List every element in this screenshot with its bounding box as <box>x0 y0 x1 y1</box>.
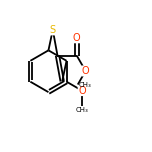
Text: O: O <box>73 33 81 43</box>
Text: S: S <box>50 25 56 35</box>
Text: O: O <box>82 66 89 76</box>
Text: O: O <box>78 86 86 96</box>
Text: CH₃: CH₃ <box>76 107 88 113</box>
Text: CH₃: CH₃ <box>79 81 92 88</box>
